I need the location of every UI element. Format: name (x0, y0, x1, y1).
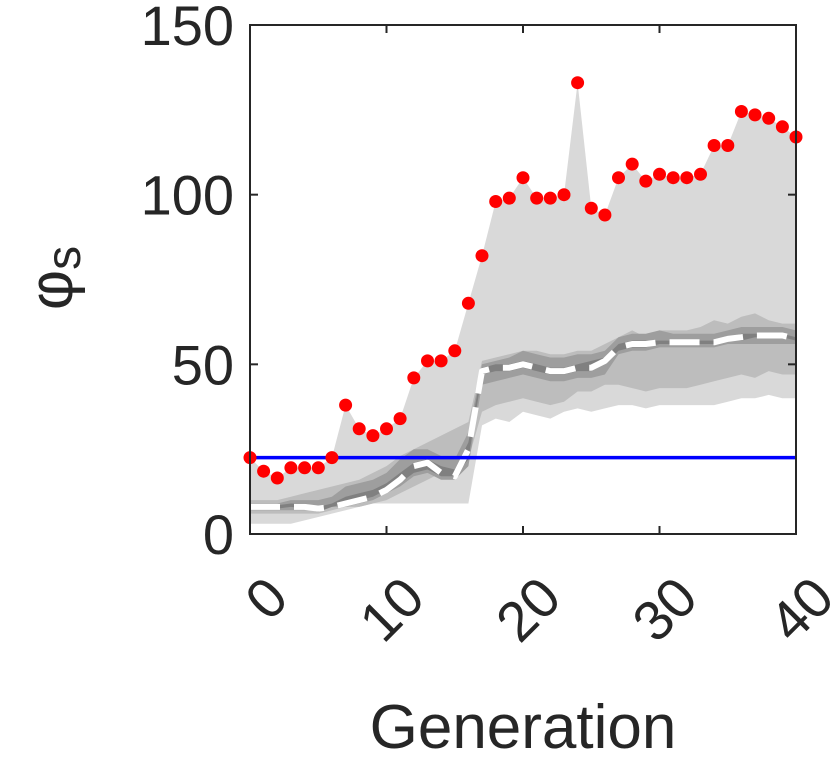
max-point (325, 451, 339, 465)
max-point (489, 195, 503, 208)
max-point (257, 464, 271, 478)
max-point (284, 461, 298, 475)
max-point (530, 191, 544, 205)
max-point (557, 188, 571, 202)
max-point (707, 139, 721, 152)
y-tick-label: 0 (203, 503, 234, 566)
max-point (421, 354, 434, 368)
max-point (311, 461, 325, 475)
max-point (721, 139, 735, 152)
y-axis-label-symbol: φ (17, 270, 86, 310)
max-point (584, 201, 598, 215)
max-point (734, 105, 748, 118)
max-point (775, 120, 789, 134)
y-tick-label: 50 (172, 333, 234, 396)
max-point (598, 208, 612, 222)
max-point (339, 398, 353, 412)
max-point (625, 157, 639, 171)
max-point (516, 171, 530, 185)
max-point (666, 171, 680, 185)
band-mid (250, 313, 796, 514)
median-line (250, 332, 797, 512)
max-point (393, 412, 407, 426)
max-point (639, 174, 653, 188)
max-point (502, 191, 516, 205)
y-axis-label: φs (17, 246, 91, 310)
max-point (571, 76, 585, 90)
y-tick-label: 150 (141, 0, 234, 57)
max-point (298, 461, 312, 475)
max-point (653, 167, 666, 181)
max-point (366, 429, 380, 443)
max-point (380, 422, 393, 436)
max-point (352, 422, 366, 436)
max-point (434, 354, 448, 368)
svg-text:φs: φs (17, 246, 91, 310)
y-tick-label: 100 (141, 164, 234, 227)
max-point (448, 344, 462, 358)
max-point (543, 191, 557, 205)
max-point (680, 171, 694, 185)
max-point (461, 296, 475, 310)
max-point (694, 167, 707, 181)
max-point (762, 111, 776, 125)
max-point (270, 471, 284, 485)
max-point (748, 108, 762, 122)
max-point (475, 249, 489, 263)
max-point (407, 371, 421, 385)
y-axis-label-subscript: s (38, 246, 91, 270)
x-axis-label: Generation (370, 693, 677, 760)
max-point (612, 171, 625, 185)
band-outer (250, 82, 796, 524)
plot-area (243, 76, 803, 524)
axes (249, 24, 797, 535)
